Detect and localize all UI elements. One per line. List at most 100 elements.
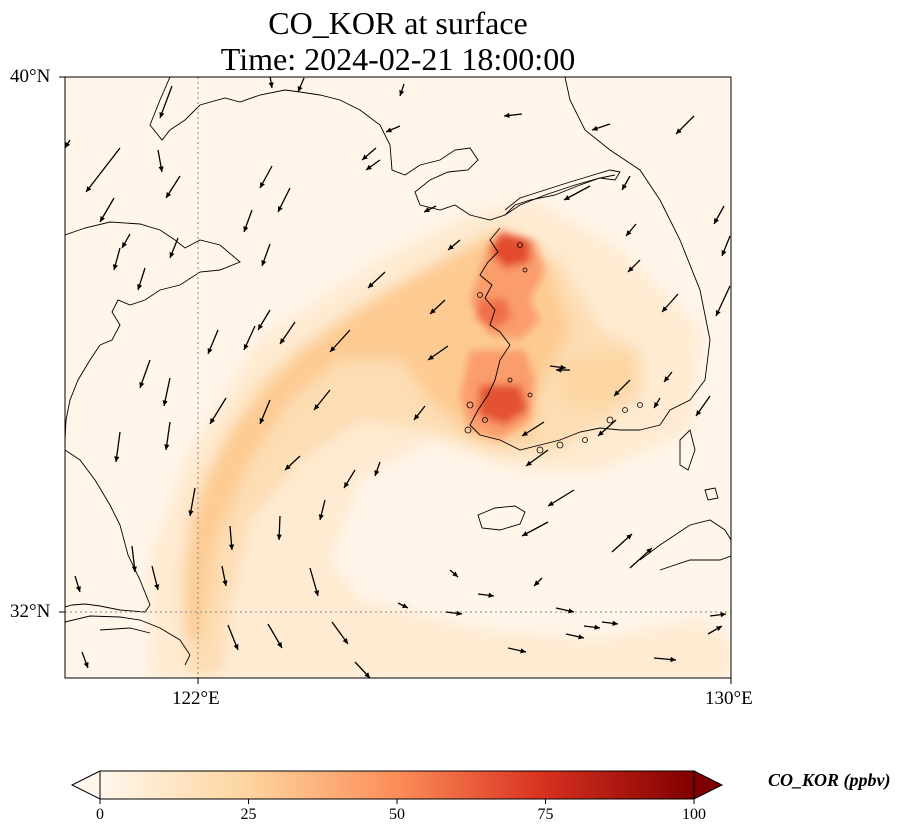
wind-vector-head [456, 610, 462, 616]
wind-vector-head [259, 418, 265, 424]
wind-vector-head [522, 531, 528, 536]
wind-vector-head [488, 592, 494, 598]
wind-vector-head [622, 184, 627, 190]
coastline-korea-west [469, 227, 640, 451]
wind-vector-head [556, 367, 562, 373]
wind-vector-head [222, 580, 228, 586]
wind-vector-head [210, 418, 216, 424]
wind-vector-head [243, 344, 249, 350]
colorbar [70, 770, 724, 804]
wind-vector-head [158, 166, 164, 172]
jeju-island [477, 505, 526, 531]
coastline-liaodong [149, 77, 616, 221]
colorbar-label: CO_KOR (ppbv) [768, 770, 891, 790]
wind-vector-head [568, 608, 574, 614]
wind-vector-head [268, 82, 274, 88]
wind-vector-head [564, 195, 570, 200]
wind-vector-head [626, 534, 632, 540]
wind-vector-head [628, 266, 634, 272]
iki-island [704, 487, 719, 501]
wind-vector-head [716, 626, 722, 631]
wind-vector-head [364, 672, 370, 678]
wind-vector-head [169, 252, 175, 258]
wind-vector-head [522, 430, 528, 436]
coastline-yangtze-mouth [99, 627, 151, 634]
wind-vector-head [526, 460, 532, 466]
wind-vector-head [664, 376, 670, 382]
wind-vector-head [714, 218, 719, 224]
colorbar-extend-max [693, 770, 724, 800]
wind-vector-head [448, 244, 454, 250]
wind-vector-head [258, 324, 264, 330]
wind-vector-head [314, 404, 320, 410]
wind-vector-head [162, 400, 168, 406]
map-panel [65, 77, 731, 678]
colorbar-tick-50: 50 [389, 806, 405, 823]
wind-vector-head [137, 284, 143, 290]
wind-vector-head [228, 544, 235, 550]
wind-vector-head [696, 410, 702, 416]
coastline-hangzhou-bay [65, 615, 191, 666]
gridlines [65, 77, 731, 678]
wind-vector-head [276, 534, 282, 540]
colorbar-tick-0: 0 [96, 806, 104, 823]
wind-vector-head [188, 510, 194, 516]
korean-islands [464, 242, 643, 454]
wind-vector-head [207, 348, 213, 354]
colorbar-tick-100: 100 [682, 806, 706, 823]
lat-tick-32N: 32°N [10, 601, 51, 622]
wind-vector-head [131, 566, 137, 572]
wind-vector-head [65, 142, 71, 148]
wind-vector-head [297, 86, 303, 92]
coastline-kyushu [639, 519, 731, 571]
wind-vector-head [243, 226, 249, 232]
wind-vector-head [233, 644, 239, 650]
wind-vector-head [114, 456, 120, 462]
wind-vector-head [520, 648, 526, 654]
wind-vector-head [676, 128, 682, 134]
wind-vector-head [598, 430, 604, 436]
wind-vectors [65, 77, 731, 678]
coastline-shandong [65, 221, 241, 346]
wind-vector-head [366, 164, 372, 170]
lon-tick-130E: 130°E [705, 688, 753, 709]
wind-vector-head [278, 206, 283, 212]
wind-vector-head [424, 207, 430, 212]
wind-vector-head [261, 260, 267, 266]
wind-vector-head [534, 580, 540, 586]
wind-vector-head [430, 308, 436, 314]
wind-vector-head [504, 112, 510, 118]
colorbar-gradient [99, 770, 695, 800]
wind-vector-head [612, 620, 618, 626]
wind-vector-head [670, 656, 676, 663]
wind-vector-head [548, 500, 554, 506]
map-frame [64, 76, 732, 679]
coastline-shanghai [65, 449, 151, 613]
wind-vector-head [318, 514, 324, 520]
wind-vector-head [166, 192, 172, 198]
wind-vector-head [362, 154, 368, 160]
wind-vector-head [399, 90, 405, 96]
wind-vector-head [75, 586, 81, 592]
colorbar-tick-75: 75 [537, 806, 554, 823]
wind-vector-head [560, 364, 566, 370]
wind-vector-head [260, 182, 265, 188]
wind-vector-head [592, 125, 598, 131]
wind-vector-head [386, 127, 392, 133]
wind-vector-head [374, 470, 380, 476]
wind-vector-head [139, 382, 145, 388]
axis-ticks [59, 76, 732, 684]
wind-vector-head [122, 242, 127, 248]
wind-vector-head [402, 603, 408, 608]
wind-vector-head [83, 662, 89, 668]
wind-vector-head [626, 230, 632, 236]
wind-vector-head [614, 390, 620, 396]
wind-vector-head [112, 264, 118, 270]
lat-tick-40N: 40°N [10, 66, 51, 87]
tsushima [679, 429, 696, 471]
lon-tick-122E: 122°E [172, 688, 220, 709]
colorbar-tick-25: 25 [240, 806, 257, 823]
wind-vector [159, 85, 173, 119]
wind-vector-head [344, 482, 350, 488]
coastline-jiangsu [65, 344, 101, 441]
